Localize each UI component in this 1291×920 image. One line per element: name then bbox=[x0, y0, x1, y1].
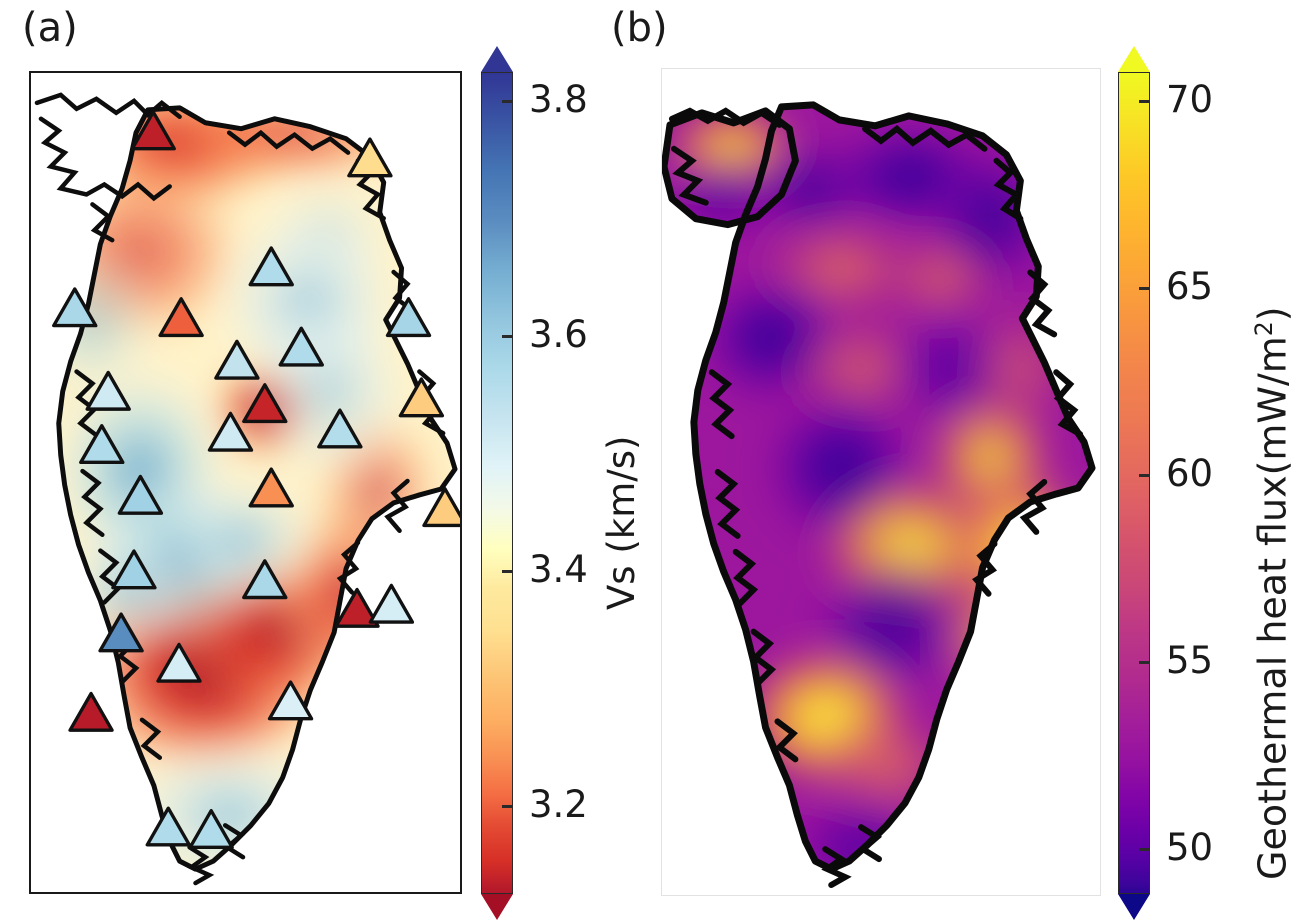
colorbar-vs-tick-3-6 bbox=[502, 335, 513, 338]
greenland-vs-map bbox=[34, 92, 460, 886]
station-marker bbox=[145, 806, 191, 847]
colorbar-heatflux-ticklabel-55: 55 bbox=[1166, 639, 1214, 682]
station-marker bbox=[278, 326, 324, 367]
station-marker bbox=[68, 691, 114, 732]
colorbar-heatflux-tick-55 bbox=[1139, 661, 1150, 664]
station-marker bbox=[98, 612, 144, 653]
panel-b-map-frame bbox=[661, 68, 1101, 896]
station-marker bbox=[267, 680, 314, 721]
colorbar-heatflux-title-main: Geothermal heat flux(mW/m bbox=[1250, 336, 1291, 880]
colorbar-vs-ticklabel-3-2: 3.2 bbox=[529, 783, 588, 826]
station-marker bbox=[85, 370, 131, 411]
station-marker bbox=[117, 474, 164, 515]
station-marker bbox=[242, 559, 288, 600]
colorbar-vs: 3.8 3.6 3.4 3.2 bbox=[481, 46, 588, 920]
station-marker bbox=[79, 424, 125, 465]
colorbar-heatflux-ticklabel-50: 50 bbox=[1166, 826, 1214, 869]
station-marker bbox=[422, 487, 460, 528]
panel-b-label: (b) bbox=[611, 5, 668, 51]
colorbar-vs-title: Vs (km/s) bbox=[600, 435, 643, 610]
station-marker bbox=[156, 642, 202, 683]
station-marker bbox=[368, 583, 415, 624]
station-marker bbox=[214, 339, 260, 380]
colorbar-heatflux-ticklabel-70: 70 bbox=[1166, 78, 1214, 121]
station-marker bbox=[130, 110, 176, 151]
station-marker bbox=[248, 467, 294, 508]
colorbar-vs-tick-3-2 bbox=[502, 805, 513, 808]
colorbar-heatflux-title: Geothermal heat flux(mW/m2) bbox=[1250, 306, 1291, 880]
colorbar-vs-gradient bbox=[481, 72, 513, 894]
panel-a-map-stage bbox=[31, 73, 460, 892]
colorbar-vs-tick-3-8 bbox=[502, 100, 513, 103]
colorbar-heatflux-tick-65 bbox=[1139, 287, 1150, 290]
station-marker bbox=[398, 377, 445, 418]
colorbar-heatflux-ticklabel-65: 65 bbox=[1166, 265, 1214, 308]
station-marker bbox=[317, 408, 363, 449]
station-marker bbox=[188, 808, 234, 849]
colorbar-vs-extend-bottom bbox=[481, 894, 513, 920]
station-marker bbox=[207, 411, 254, 452]
panel-b-map-stage bbox=[662, 69, 1100, 895]
colorbar-vs-ticklabel-3-4: 3.4 bbox=[529, 548, 588, 591]
station-marker bbox=[111, 549, 157, 590]
colorbar-heatflux-extend-bottom bbox=[1118, 894, 1150, 920]
station-marker bbox=[347, 137, 393, 178]
colorbar-vs-ticklabel-3-8: 3.8 bbox=[529, 78, 588, 121]
colorbar-heatflux-tick-50 bbox=[1139, 848, 1150, 851]
station-marker bbox=[242, 383, 288, 424]
colorbar-heatflux-gradient bbox=[1118, 72, 1150, 894]
colorbar-vs-ticklabel-3-6: 3.6 bbox=[529, 313, 588, 356]
panel-a-label: (a) bbox=[22, 5, 78, 51]
greenland-heatflux-map bbox=[662, 101, 1096, 889]
colorbar-heatflux-title-superscript: 2 bbox=[1250, 321, 1278, 337]
colorbar-heatflux-extend-top bbox=[1118, 46, 1150, 72]
station-marker bbox=[158, 297, 204, 338]
station-marker bbox=[248, 246, 294, 287]
station-marker bbox=[52, 287, 98, 328]
colorbar-vs-extend-top bbox=[481, 46, 513, 72]
panel-a-map-frame bbox=[29, 71, 462, 894]
colorbar-heatflux-tick-60 bbox=[1139, 474, 1150, 477]
colorbar-vs-tick-3-4 bbox=[502, 570, 513, 573]
colorbar-heatflux-title-tail: ) bbox=[1250, 306, 1291, 322]
colorbar-heatflux-ticklabel-60: 60 bbox=[1166, 452, 1214, 495]
colorbar-heatflux-tick-70 bbox=[1139, 100, 1150, 103]
station-marker bbox=[334, 587, 380, 628]
station-marker bbox=[385, 297, 432, 338]
colorbar-heatflux: 70 65 60 55 50 bbox=[1118, 46, 1213, 920]
